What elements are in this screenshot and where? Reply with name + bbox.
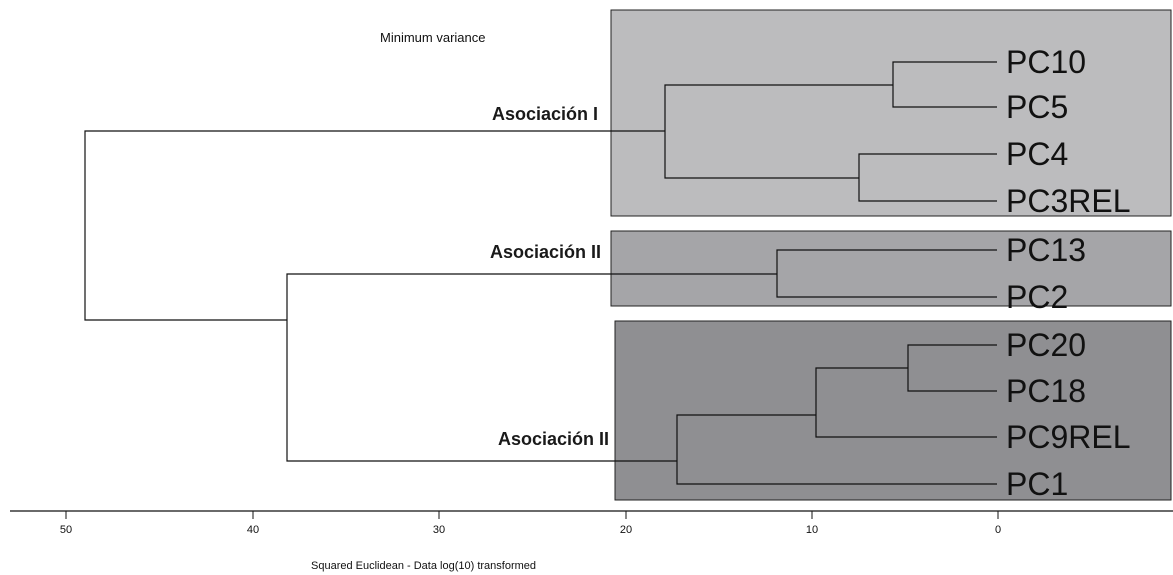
branch-pc20-pc18-pc9rel <box>815 367 997 438</box>
x-tick-label-10: 10 <box>806 524 818 536</box>
leaf-label-pc10: PC10 <box>1006 44 1086 80</box>
leaf-label-pc13: PC13 <box>1006 232 1086 268</box>
branch-cluster-2b <box>676 414 997 485</box>
group-box-asociacion-2b <box>614 320 1172 501</box>
leaf-label-pc2: PC2 <box>1006 279 1068 315</box>
leaf-label-pc18: PC18 <box>1006 373 1086 409</box>
group-label-asociacion-1: Asociación I <box>492 104 598 124</box>
branch-root <box>84 130 665 321</box>
leaf-label-pc3rel: PC3REL <box>1006 183 1131 219</box>
x-tick-label-30: 30 <box>433 524 445 536</box>
leaf-label-pc9rel: PC9REL <box>1006 419 1131 455</box>
group-label-asociacion-2b: Asociación II <box>498 429 609 449</box>
x-tick-label-50: 50 <box>60 524 72 536</box>
leaf-label-pc1: PC1 <box>1006 466 1068 502</box>
chart-title: Minimum variance <box>380 30 485 45</box>
x-tick-label-0: 0 <box>995 524 1001 536</box>
x-tick-label-40: 40 <box>247 524 259 536</box>
leaf-label-pc4: PC4 <box>1006 136 1068 172</box>
leaf-label-pc5: PC5 <box>1006 89 1068 125</box>
branch-cluster-2 <box>286 273 777 462</box>
x-tick-label-20: 20 <box>620 524 632 536</box>
leaf-label-pc20: PC20 <box>1006 327 1086 363</box>
group-box-asociacion-2a <box>610 230 1172 307</box>
group-label-asociacion-2a: Asociación II <box>490 242 601 262</box>
group-box-asociacion-1 <box>610 9 1172 217</box>
x-axis-title: Squared Euclidean - Data log(10) transfo… <box>311 560 536 572</box>
